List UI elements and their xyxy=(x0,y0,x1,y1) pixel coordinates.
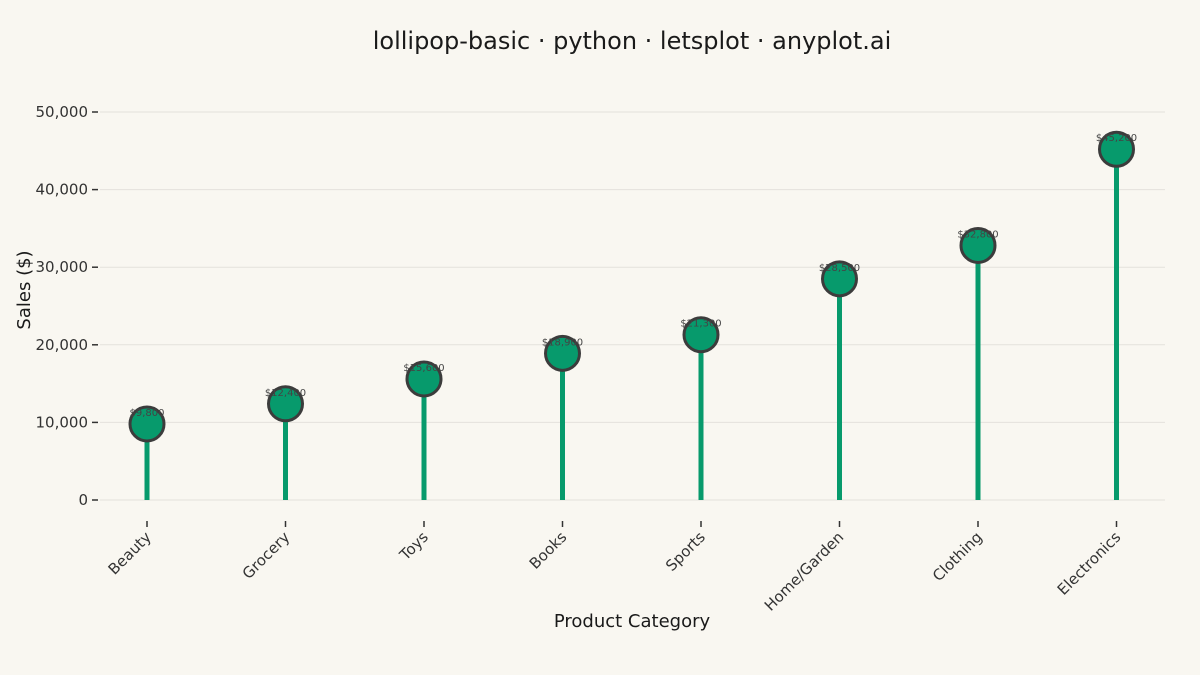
lollipops: $9,800 $12,400 $15,600 $18,900 $21,300 $28,50… xyxy=(128,130,1137,500)
gridlines xyxy=(100,111,1165,501)
lollipop-marker xyxy=(959,226,997,264)
lollipop-marker xyxy=(821,260,858,298)
lollipop-marker xyxy=(682,316,720,354)
lollipop-marker xyxy=(267,385,304,423)
y-axis: 0 10,000 20,000 30,000 40,000 50,000 xyxy=(36,103,98,509)
y-tick-label: 10,000 xyxy=(36,413,89,431)
data-label: $32,800 xyxy=(957,229,998,240)
y-tick-label: 20,000 xyxy=(36,336,89,354)
lollipop-marker xyxy=(405,360,443,398)
data-label: $18,900 xyxy=(542,337,583,348)
data-label: $21,300 xyxy=(680,319,721,330)
lollipop-marker xyxy=(544,334,581,372)
chart-title: lollipop-basic · python · letsplot · any… xyxy=(373,27,892,55)
x-axis-title: Product Category xyxy=(554,611,711,632)
lollipop-books: $18,900 xyxy=(542,334,583,500)
lollipop-marker xyxy=(1098,130,1135,168)
y-tick-label: 30,000 xyxy=(36,258,89,276)
lollipop-clothing: $32,800 xyxy=(957,226,999,500)
data-label: $12,400 xyxy=(265,388,306,399)
y-axis-title: Sales ($) xyxy=(14,250,35,329)
lollipop-grocery: $12,400 xyxy=(265,385,306,500)
lollipop-sports: $21,300 xyxy=(680,316,722,500)
lollipop-home-garden: $28,500 xyxy=(819,260,860,500)
data-label: $9,800 xyxy=(130,408,165,419)
data-label: $45,200 xyxy=(1096,133,1137,144)
y-tick-label: 40,000 xyxy=(36,181,89,199)
lollipop-beauty: $9,800 xyxy=(128,405,166,500)
lollipop-electronics: $45,200 xyxy=(1096,130,1137,500)
y-tick-label: 0 xyxy=(78,491,88,509)
lollipop-toys: $15,600 xyxy=(403,360,445,500)
lollipop-marker xyxy=(128,405,166,443)
data-label: $28,500 xyxy=(819,263,860,274)
data-label: $15,600 xyxy=(403,363,444,374)
y-tick-label: 50,000 xyxy=(36,103,89,121)
